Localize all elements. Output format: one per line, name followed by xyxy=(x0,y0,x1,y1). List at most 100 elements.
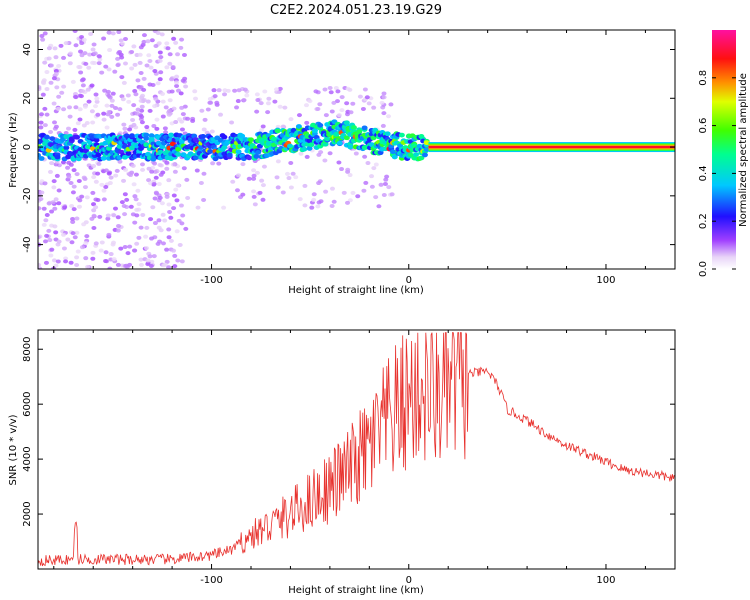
spectrogram-noise-cell xyxy=(177,242,183,247)
spectrogram-noise-cell xyxy=(71,184,77,189)
spectrogram-noise-cell xyxy=(288,161,294,166)
spectrogram-noise-cell xyxy=(50,200,56,205)
spectrogram-ridge-cell xyxy=(418,155,425,161)
spectrogram-ridge-cell xyxy=(311,128,318,133)
spectrogram-noise-cell xyxy=(96,161,102,166)
spectrogram-noise-cell xyxy=(39,190,45,195)
spectrogram-noise-cell xyxy=(153,96,159,101)
spectrogram-noise-cell xyxy=(41,222,47,227)
spectrogram-noise-cell xyxy=(145,258,151,263)
spectrogram-noise-cell xyxy=(381,192,387,197)
spectrogram-noise-cell xyxy=(152,104,158,109)
spectrogram-noise-cell xyxy=(56,94,62,99)
spectrogram-noise-cell xyxy=(40,37,46,42)
spectrogram-ridge-cell xyxy=(255,150,262,155)
spectrogram-noise-cell xyxy=(329,186,335,191)
y-tick-label: 40 xyxy=(22,43,33,56)
spectrogram-noise-cell xyxy=(76,65,82,70)
spectrogram-noise-cell xyxy=(141,39,147,44)
spectrogram-noise-cell xyxy=(260,197,266,202)
spectrogram-frame xyxy=(37,29,676,270)
spectrogram-noise-cell xyxy=(139,104,145,109)
spectrogram-noise-cell xyxy=(127,127,133,132)
spectrogram-noise-cell xyxy=(52,224,58,229)
spectrogram-noise-cell xyxy=(73,95,79,100)
spectrogram-noise-cell xyxy=(140,162,146,167)
spectrogram-ridge-cell xyxy=(54,154,61,160)
spectrogram-noise-cell xyxy=(145,99,151,104)
x-tick-label: 100 xyxy=(596,575,615,586)
spectrogram-noise-cell xyxy=(258,101,264,106)
spectrogram-noise-cell xyxy=(179,259,185,264)
spectrogram-noise-cell xyxy=(148,217,154,222)
spectrogram-noise-cell xyxy=(179,127,185,132)
spectrogram-noise-cell xyxy=(99,240,105,245)
spectrogram-ridge-cell xyxy=(207,149,214,154)
spectrogram-noise-cell xyxy=(44,213,50,218)
spectrogram-noise-cell xyxy=(80,83,86,88)
snr-y-ticks: 2000 4000 6000 8000 xyxy=(22,337,675,527)
spectrogram-ridge-cell xyxy=(306,146,313,151)
spectrogram-noise-cell xyxy=(91,208,97,213)
spectrogram-noise-cell xyxy=(145,262,151,267)
spectrogram-noise-cell xyxy=(66,126,72,131)
spectrogram-noise-cell xyxy=(103,259,109,264)
spectrogram-ridge-cell xyxy=(361,125,368,131)
spectrogram-noise-cell xyxy=(78,49,84,54)
spectrogram-noise-cell xyxy=(101,197,107,202)
spectrogram-noise-cell xyxy=(77,198,83,203)
spectrogram-noise-cell xyxy=(366,101,372,106)
spectrogram-noise-cell xyxy=(134,207,140,212)
spectrogram-noise-cell xyxy=(119,75,125,80)
spectrogram-noise-cell xyxy=(140,167,146,172)
spectrogram-noise-cell xyxy=(347,198,353,203)
spectrogram-noise-cell xyxy=(175,183,181,188)
spectrogram-noise-cell xyxy=(62,205,68,210)
spectrogram-noise-cell xyxy=(273,87,279,92)
spectrogram-noise-cell xyxy=(174,74,180,79)
spectrogram-noise-cell xyxy=(211,88,217,93)
spectrogram-noise-cell xyxy=(152,221,158,226)
spectrogram-noise-cell xyxy=(145,39,151,44)
spectrogram-noise-cell xyxy=(123,263,129,268)
spectrogram-noise-cell xyxy=(345,167,351,172)
spectrogram-noise-cell xyxy=(114,168,120,173)
spectrogram-noise-cell xyxy=(183,226,189,231)
spectrogram-noise-cell xyxy=(86,65,92,70)
spectrogram-ridge-cell xyxy=(287,143,294,149)
spectrogram-noise-cell xyxy=(172,162,178,167)
spectrogram-noise-cell xyxy=(69,240,75,245)
spectrogram-noise-cell xyxy=(246,176,252,181)
spectrogram-noise-cell xyxy=(71,168,77,173)
spectrogram-noise-cell xyxy=(52,206,58,211)
spectrogram-noise-cell xyxy=(155,31,161,36)
spectrogram-noise-cell xyxy=(55,106,61,111)
spectrogram-noise-cell xyxy=(317,102,323,107)
spectrogram-noise-cell xyxy=(380,123,386,128)
spectrogram-noise-cell xyxy=(91,226,97,231)
spectrogram-noise-cell xyxy=(99,70,105,75)
spectrogram-noise-cell xyxy=(47,169,53,174)
spectrogram-ridge-peak xyxy=(423,140,430,146)
spectrogram-noise-cell xyxy=(360,106,366,111)
spectrogram-noise-cell xyxy=(277,86,283,91)
spectrogram-noise-cell xyxy=(373,162,379,167)
spectrogram-noise-cell xyxy=(329,203,335,208)
spectrogram-y-ticks: -40 -20 0 20 40 xyxy=(22,43,675,253)
spectrogram-noise-cell xyxy=(335,89,341,94)
spectrogram-noise-cell xyxy=(42,239,48,244)
spectrogram-noise-cell xyxy=(146,178,152,183)
spectrogram-noise-cell xyxy=(181,52,187,57)
spectrogram-noise-cell xyxy=(288,185,294,190)
spectrogram-ridge-cell xyxy=(384,131,391,137)
colorbar-tick-label: 0.0 xyxy=(698,261,709,277)
spectrogram-noise-cell xyxy=(82,185,88,190)
spectrogram-ridge-cell xyxy=(246,155,253,161)
spectrogram-noise-cell xyxy=(38,120,44,125)
spectrogram-noise-cell xyxy=(113,173,119,178)
spectrogram-noise-cell xyxy=(70,190,76,195)
spectrogram-noise-cell xyxy=(106,109,112,114)
spectrogram-noise-cell xyxy=(138,225,144,230)
spectrogram-noise-cell xyxy=(336,113,342,118)
spectrogram-noise-cell xyxy=(90,256,96,261)
